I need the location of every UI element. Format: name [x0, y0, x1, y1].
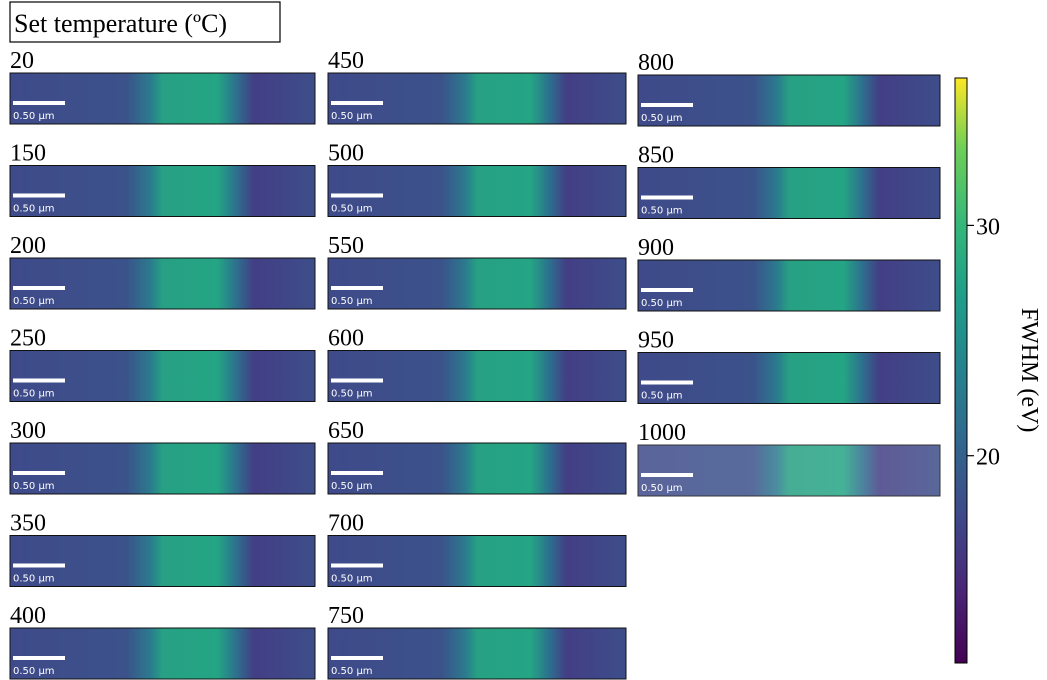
panel-label: 150 [10, 141, 46, 167]
colorbar-tick-label: 20 [976, 445, 1000, 471]
panel-image [327, 442, 627, 495]
panel-image [637, 74, 941, 127]
panel-label: 1000 [638, 420, 686, 446]
panel-image [327, 72, 627, 125]
panel-image [327, 165, 627, 217]
panel-image [9, 72, 316, 125]
panel-label: 600 [328, 326, 364, 352]
panel-label: 700 [328, 511, 364, 537]
panel-label: 350 [10, 511, 46, 537]
scale-bar [331, 193, 383, 198]
panel-image [9, 627, 316, 680]
panel-image [637, 444, 941, 497]
scale-bar [13, 286, 65, 290]
scale-bar [13, 471, 65, 475]
panel-label: 250 [10, 326, 46, 352]
panel-label: 500 [328, 141, 364, 167]
colorbar [954, 77, 968, 664]
title: Set temperature (ºC) [14, 9, 227, 38]
panel-label: 450 [328, 48, 364, 74]
scale-bar [13, 563, 65, 568]
panel-label: 200 [10, 233, 46, 259]
scale-bar [331, 101, 383, 105]
panel-label: 900 [638, 235, 674, 261]
panel-label: 650 [328, 418, 364, 444]
panel-label: 750 [328, 603, 364, 629]
colorbar-tick-label: 30 [976, 214, 1000, 240]
scale-bar [331, 378, 383, 383]
scale-bar [641, 103, 693, 107]
scale-bar-label: 0.50 µm [331, 389, 373, 400]
scale-bar [331, 656, 383, 660]
scale-bar [641, 288, 693, 292]
scale-bar-label: 0.50 µm [13, 111, 55, 122]
scale-bar [13, 378, 65, 383]
colorbar-label: FWHM (eV) [1016, 308, 1042, 433]
scale-bar-label: 0.50 µm [641, 391, 683, 402]
scale-bar-label: 0.50 µm [331, 481, 373, 492]
scale-bar [331, 471, 383, 475]
scale-bar-label: 0.50 µm [13, 389, 55, 400]
scale-bar [641, 195, 693, 200]
scale-bar-label: 0.50 µm [13, 574, 55, 585]
panel-image [9, 257, 316, 310]
title-box [9, 1, 281, 43]
scale-bar [13, 101, 65, 105]
scale-bar-label: 0.50 µm [13, 481, 55, 492]
panel-image [327, 535, 627, 587]
scale-bar-label: 0.50 µm [13, 666, 55, 677]
scale-bar [641, 380, 693, 385]
panel-image [9, 442, 316, 495]
scale-bar [331, 563, 383, 568]
scale-bar-label: 0.50 µm [331, 296, 373, 307]
panel-image [9, 165, 316, 217]
scale-bar [13, 656, 65, 660]
scale-bar-label: 0.50 µm [641, 298, 683, 309]
scale-bar-label: 0.50 µm [331, 204, 373, 215]
scale-bar [13, 193, 65, 198]
panel-label: 950 [638, 328, 674, 354]
scale-bar-label: 0.50 µm [331, 111, 373, 122]
scale-bar-label: 0.50 µm [331, 574, 373, 585]
panel-image [637, 259, 941, 312]
panel-image [327, 350, 627, 402]
panel-label: 800 [638, 50, 674, 76]
panel-label: 20 [10, 48, 34, 74]
panel-image [637, 167, 941, 219]
panel-label: 300 [10, 418, 46, 444]
panel-image [637, 352, 941, 404]
scale-bar-label: 0.50 µm [13, 296, 55, 307]
scale-bar-label: 0.50 µm [13, 204, 55, 215]
scale-bar-label: 0.50 µm [641, 483, 683, 494]
scale-bar [641, 473, 693, 477]
scale-bar-label: 0.50 µm [641, 206, 683, 217]
scale-bar-label: 0.50 µm [641, 113, 683, 124]
panel-label: 850 [638, 143, 674, 169]
scale-bar-label: 0.50 µm [331, 666, 373, 677]
panel-label: 550 [328, 233, 364, 259]
panel-image [9, 350, 316, 402]
panel-image [327, 627, 627, 680]
scale-bar [331, 286, 383, 290]
panel-image [9, 535, 316, 587]
panel-image [327, 257, 627, 310]
panel-label: 400 [10, 603, 46, 629]
